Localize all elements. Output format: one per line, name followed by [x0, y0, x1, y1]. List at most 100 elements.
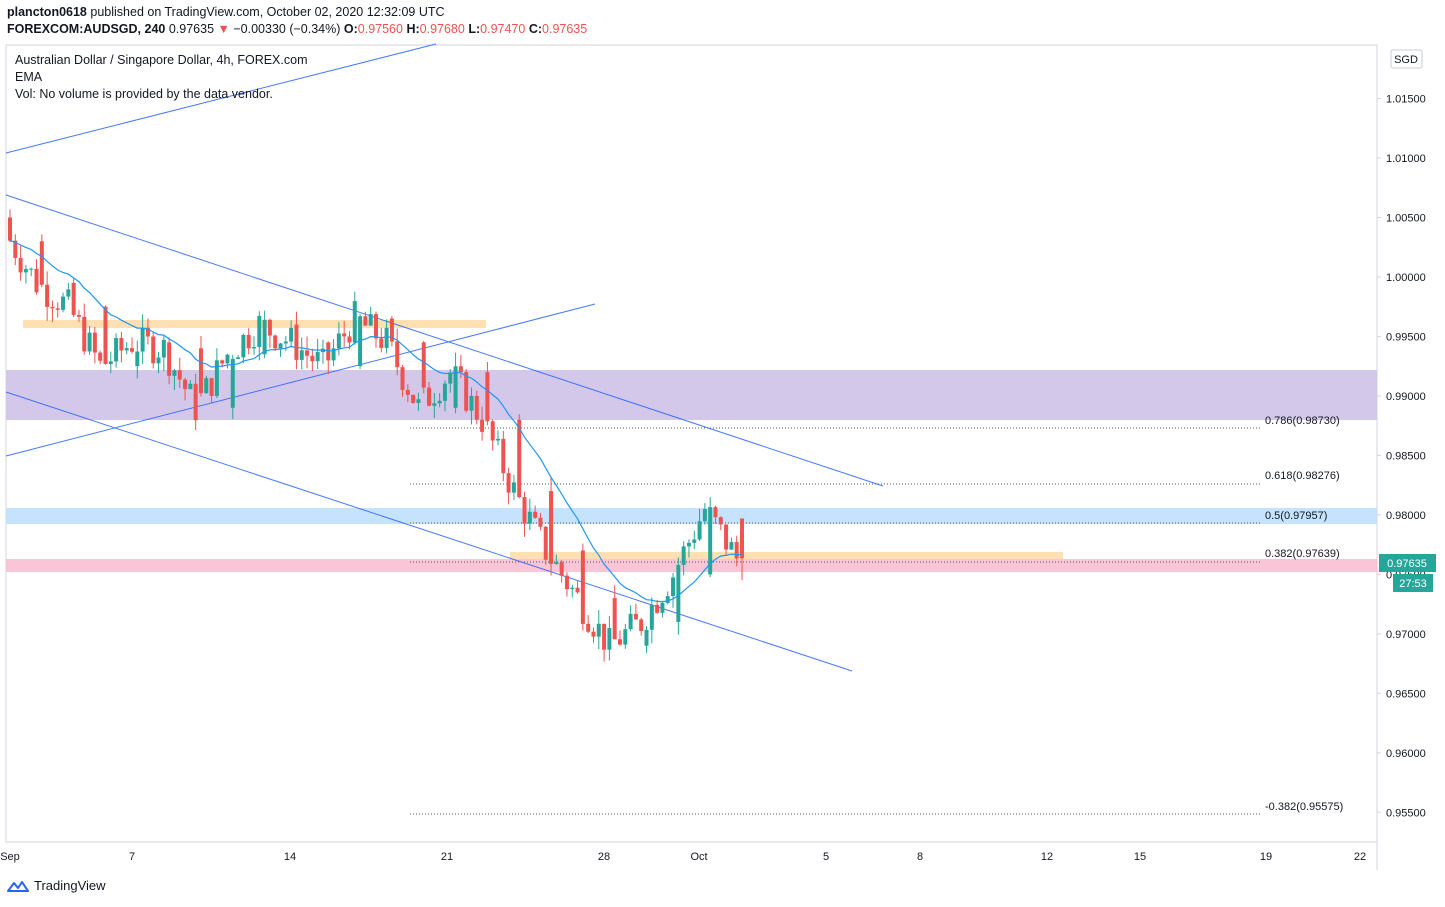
candle-bullish: [702, 509, 707, 522]
candle-bearish: [549, 491, 554, 564]
candle-bearish: [45, 284, 50, 307]
candle-bullish: [140, 327, 145, 352]
currency-badge[interactable]: [1390, 49, 1423, 69]
price-tick-label: 1.00000: [1386, 272, 1426, 284]
candle-bearish: [411, 394, 416, 403]
candle-bearish: [267, 319, 272, 336]
candle-bearish: [34, 268, 39, 293]
publish-header: plancton0618 published on TradingView.co…: [7, 4, 587, 38]
candle-bullish: [257, 316, 262, 348]
candle-bullish: [172, 370, 177, 376]
time-tick-label: 28: [598, 851, 610, 863]
candle-bullish: [299, 350, 304, 360]
candle-bullish: [315, 351, 320, 362]
legend-volume[interactable]: Vol: No volume is provided by the data v…: [15, 87, 273, 101]
change-value: −0.00330 (−0.34%): [233, 22, 341, 36]
candle-bullish: [289, 327, 294, 342]
trendline-descending-upper: [5, 194, 884, 487]
candle-bearish: [374, 314, 378, 339]
ema-line[interactable]: [9, 240, 743, 603]
price-tick-label: 0.96000: [1386, 748, 1426, 760]
candle-bearish: [421, 342, 426, 388]
candle-bearish: [586, 623, 591, 632]
chart-frame: [5, 44, 1378, 843]
candle-bearish: [151, 336, 156, 364]
candle-bearish: [618, 639, 622, 645]
orange-zone-upper[interactable]: [23, 320, 486, 328]
candle-bearish: [8, 217, 12, 241]
candle-bullish: [262, 319, 267, 355]
candle-bullish: [108, 361, 113, 364]
last-price-tag-text: 0.97635: [1387, 558, 1427, 570]
candle-bearish: [209, 378, 214, 396]
candle-bullish: [692, 539, 697, 543]
candlestick-series[interactable]: [8, 209, 744, 662]
ohlc-line: FOREXCOM:AUDSGD, 240 0.97635 ▼ −0.00330 …: [7, 22, 588, 36]
low-value: 0.97470: [480, 22, 526, 36]
candle-bearish: [427, 387, 432, 406]
candle-bearish: [458, 366, 463, 373]
candle-bearish: [347, 336, 352, 343]
legend-title[interactable]: Australian Dollar / Singapore Dollar, 4h…: [15, 53, 308, 67]
candle-bullish: [87, 332, 92, 352]
time-tick-label: 21: [441, 851, 453, 863]
candle-bearish: [103, 306, 108, 364]
candle-bearish: [183, 379, 188, 390]
candle-bearish: [591, 631, 596, 637]
candle-bullish: [114, 338, 119, 362]
candle-bearish: [92, 332, 97, 353]
legend-ema[interactable]: EMA: [15, 70, 43, 84]
candle-bullish: [607, 628, 612, 650]
candle-bearish: [501, 438, 506, 474]
candle-bullish: [252, 347, 256, 349]
candle-bearish: [490, 421, 495, 441]
candle-bearish: [55, 308, 60, 310]
candle-bearish: [480, 419, 485, 432]
candle-bearish: [220, 360, 225, 364]
candle-bearish: [602, 623, 607, 650]
candle-bearish: [305, 350, 310, 356]
candle-bullish: [527, 511, 532, 524]
fib-label-0786: 0.786(0.98730): [1265, 415, 1340, 427]
candle-bullish: [628, 613, 633, 630]
candle-bullish: [214, 360, 219, 396]
candle-bullish: [623, 629, 628, 645]
candle-bullish: [283, 341, 288, 344]
orange-zone-lower[interactable]: [510, 552, 1063, 559]
tradingview-brand: TradingView: [34, 878, 106, 893]
candle-bearish: [310, 355, 315, 362]
candle-bullish: [432, 403, 437, 406]
candle-bearish: [167, 342, 172, 376]
candle-bullish: [416, 399, 421, 403]
close-value: 0.97635: [542, 22, 588, 36]
price-tick-label: 0.99500: [1386, 331, 1426, 343]
candle-bullish: [448, 372, 453, 384]
candle-bullish: [729, 542, 734, 550]
candle-bullish: [358, 316, 363, 367]
candle-bearish: [246, 334, 251, 349]
time-axis-ticks: Sep 7 14 21 28 Oct 5 8 12 15 19 22: [0, 851, 1366, 863]
candle-bullish: [686, 542, 691, 547]
candle-bullish: [453, 366, 458, 408]
candle-bullish: [644, 629, 649, 646]
candle-bullish: [665, 596, 670, 603]
published-text: published on TradingView.com, October 02…: [90, 5, 445, 19]
tradingview-footer[interactable]: TradingView: [7, 878, 106, 893]
candle-bearish: [177, 370, 182, 380]
candle-bullish: [161, 339, 166, 358]
candle-bullish: [204, 378, 209, 394]
change-down-icon: ▼: [217, 22, 230, 36]
candle-bullish: [278, 343, 283, 349]
candle-bullish: [596, 623, 601, 637]
trendlines[interactable]: [5, 43, 884, 672]
fib-retracement[interactable]: [410, 427, 1262, 815]
candle-bearish: [485, 372, 490, 422]
support-zone-red[interactable]: [6, 559, 1377, 572]
support-zone-blue[interactable]: [6, 508, 1377, 524]
candle-bullish: [671, 577, 676, 597]
publisher-name[interactable]: plancton0618: [7, 5, 87, 19]
candle-bearish: [273, 335, 278, 349]
candle-bearish: [580, 550, 585, 624]
high-value: 0.97680: [419, 22, 465, 36]
